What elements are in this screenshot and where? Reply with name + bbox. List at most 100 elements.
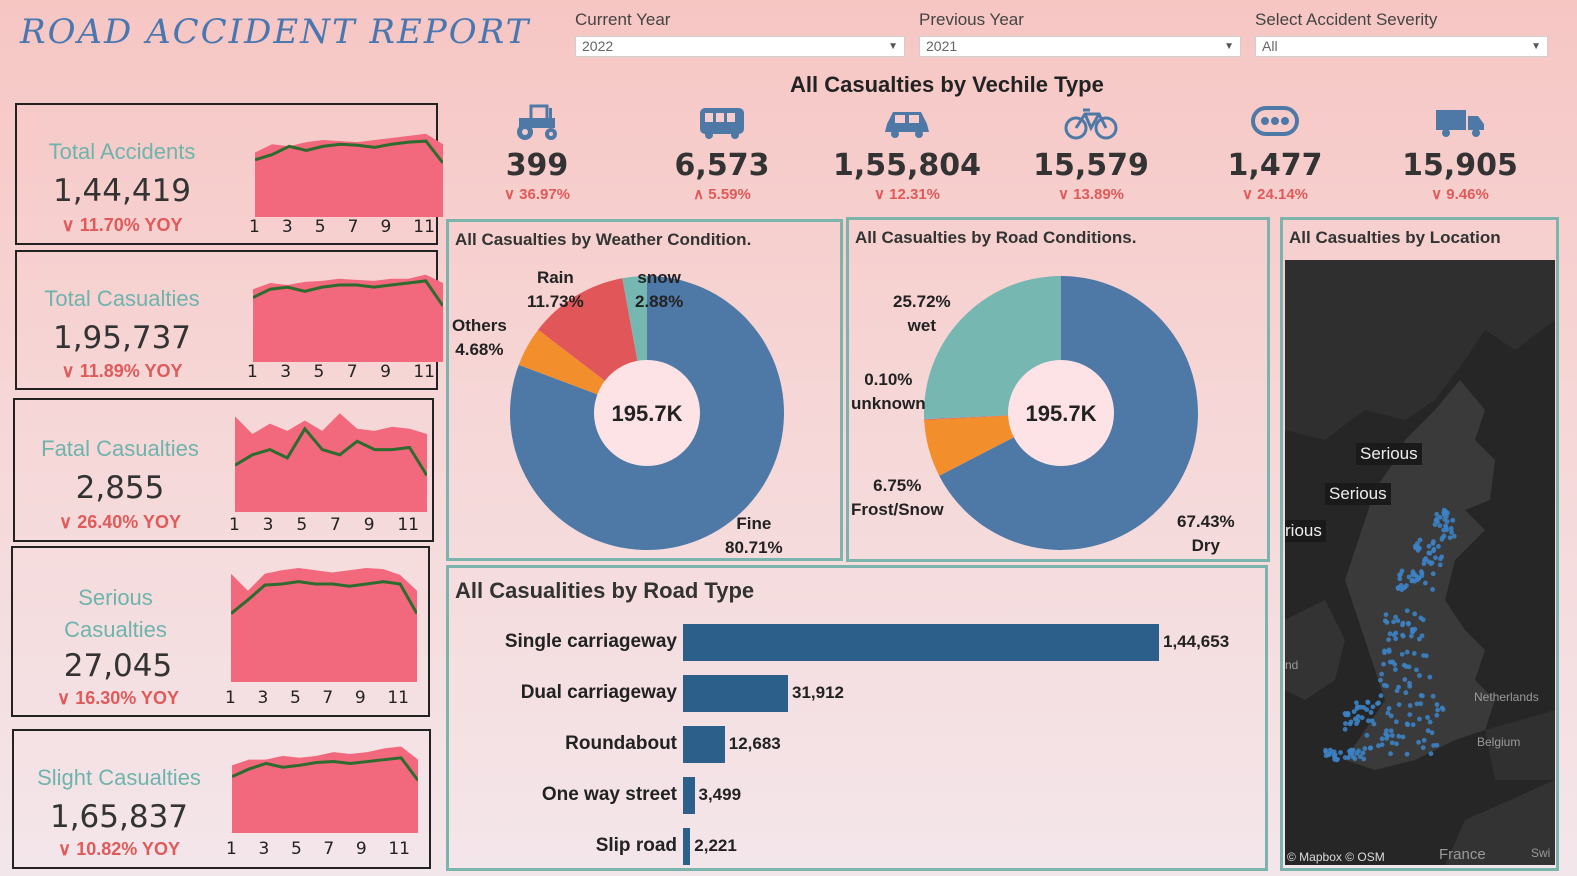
report-title: ROAD ACCIDENT REPORT: [20, 12, 531, 52]
map-point: [1418, 615, 1424, 621]
sparkline-area: [232, 746, 418, 833]
kpi-card[interactable]: Fatal Casualties 2,855 ∨ 26.40% YOY 1 3 5 7 9 11: [13, 398, 434, 542]
map-point: [1410, 722, 1416, 728]
bar[interactable]: [683, 675, 788, 712]
map-point: [1407, 683, 1413, 689]
map-point: [1404, 751, 1410, 757]
map-point: [1441, 527, 1447, 533]
map-point: [1443, 523, 1448, 529]
kpi-sparkline[interactable]: [253, 258, 443, 362]
month-tick: 9: [354, 688, 366, 708]
month-tick: 9: [380, 362, 391, 382]
map-point: [1357, 754, 1363, 760]
kpi-card[interactable]: Serious Casualties 27,045 ∨ 16.30% YOY 1 3 5 7…: [11, 546, 430, 717]
map-point: [1426, 559, 1432, 565]
map-point: [1444, 510, 1450, 516]
map-point: [1409, 633, 1414, 639]
map-point: [1417, 716, 1422, 722]
vehicle-kpi[interactable]: 6,573 ∧ 5.59%: [637, 100, 807, 203]
current-year-select[interactable]: 2022 ▼: [575, 36, 905, 57]
map-point: [1393, 614, 1398, 620]
vehicle-kpi[interactable]: 1,477 ∨ 24.14%: [1190, 100, 1360, 203]
map-point: [1437, 523, 1443, 529]
map-point: [1369, 718, 1375, 724]
month-tick: 5: [296, 515, 308, 535]
kpi-sparkline[interactable]: [255, 113, 443, 217]
previous-year-filter[interactable]: Previous Year 2021 ▼: [919, 10, 1241, 57]
month-tick: 7: [347, 217, 359, 237]
kpi-value: 27,045: [63, 648, 173, 684]
kpi-card[interactable]: Total Accidents 1,44,419 ∨ 11.70% YOY 1 3 5 7 9…: [15, 103, 443, 245]
month-tick: 5: [313, 362, 325, 382]
map-point: [1386, 637, 1391, 643]
bar-category-label: Dual carriageway: [520, 682, 677, 703]
map-point: [1448, 526, 1454, 531]
map-point: [1402, 585, 1407, 591]
map-point: [1398, 583, 1404, 588]
vehicle-change: ∨ 13.89%: [1057, 186, 1125, 203]
donut-hole: [1008, 360, 1114, 466]
map-point: [1378, 677, 1383, 683]
vehicle-kpi[interactable]: 15,579 ∨ 13.89%: [1006, 100, 1176, 203]
map-point: [1392, 667, 1398, 672]
slice-label: 6.75% Frost/Snow: [851, 476, 944, 519]
current-year-filter[interactable]: Current Year 2022 ▼: [575, 10, 905, 57]
kpi-card[interactable]: Total Casualties 1,95,737 ∨ 11.89% YOY 1 3 5 7…: [15, 250, 443, 390]
map-point: [1426, 543, 1432, 549]
map-point: [1396, 733, 1402, 739]
bar[interactable]: [683, 726, 725, 763]
map-place-label: Belgium: [1477, 735, 1521, 749]
sparkline-line: [253, 279, 443, 307]
month-tick: 3: [262, 515, 274, 535]
severity-filter[interactable]: Select Accident Severity All ▼: [1255, 10, 1548, 57]
chevron-down-icon[interactable]: ▼: [888, 41, 898, 52]
chevron-down-icon[interactable]: ▼: [1531, 41, 1541, 52]
month-tick: 9: [380, 217, 392, 237]
kpi-sparkline[interactable]: [231, 568, 417, 682]
kpi-sparkline[interactable]: [232, 739, 418, 833]
sparkline-line: [231, 580, 417, 615]
weather-pie-chart[interactable]: 195.7K: [449, 222, 840, 558]
map-point: [1323, 747, 1328, 753]
bar-category-label: Roundabout: [565, 733, 677, 754]
sparkline-line: [255, 139, 443, 164]
previous-year-select[interactable]: 2021 ▼: [919, 36, 1241, 57]
map-point: [1402, 677, 1408, 682]
bar[interactable]: [683, 777, 695, 814]
map-point: [1430, 586, 1435, 592]
road-condition-pie-chart[interactable]: 195.7K: [849, 220, 1267, 559]
map-credit: © Mapbox © OSM: [1287, 850, 1385, 864]
map-point: [1364, 732, 1370, 738]
chevron-down-icon[interactable]: ▼: [1224, 41, 1234, 52]
map-point: [1421, 737, 1427, 743]
vehicle-kpi[interactable]: 1,55,804 ∨ 12.31%: [822, 100, 992, 203]
map-point: [1366, 718, 1371, 724]
bar[interactable]: [683, 624, 1159, 661]
kpi-card[interactable]: Slight Casualties 1,65,837 ∨ 10.82% YOY 1 3 5…: [12, 729, 431, 869]
map-point: [1449, 529, 1454, 535]
location-map[interactable]: Serious Serious rious Netherlands Belgiu…: [1285, 260, 1555, 865]
bar-category-label: Single carriageway: [504, 631, 677, 652]
severity-select[interactable]: All ▼: [1255, 36, 1548, 57]
map-point: [1416, 636, 1422, 642]
kpi-name: Total Casualties: [44, 286, 200, 311]
map-point: [1404, 608, 1410, 614]
map-point: [1360, 750, 1366, 756]
vehicle-kpi[interactable]: 399 ∨ 36.97%: [452, 100, 622, 203]
map-point: [1389, 740, 1395, 746]
map-point: [1419, 693, 1425, 699]
map-point: [1385, 710, 1391, 716]
vehicle-kpi[interactable]: 15,905 ∨ 9.46%: [1375, 100, 1545, 203]
bar[interactable]: [683, 828, 691, 865]
kpi-sparkline[interactable]: [235, 408, 427, 512]
month-tick: 11: [413, 362, 435, 382]
month-tick: 1: [229, 515, 240, 535]
bar-value-label: 31,912: [792, 683, 844, 702]
map-point: [1331, 749, 1337, 755]
map-point: [1423, 556, 1429, 561]
map-point: [1451, 533, 1457, 539]
sparkline-line: [232, 756, 418, 782]
kpi-value: 1,44,419: [52, 173, 192, 209]
filter-label: Select Accident Severity: [1255, 10, 1438, 29]
map-point: [1368, 745, 1373, 751]
